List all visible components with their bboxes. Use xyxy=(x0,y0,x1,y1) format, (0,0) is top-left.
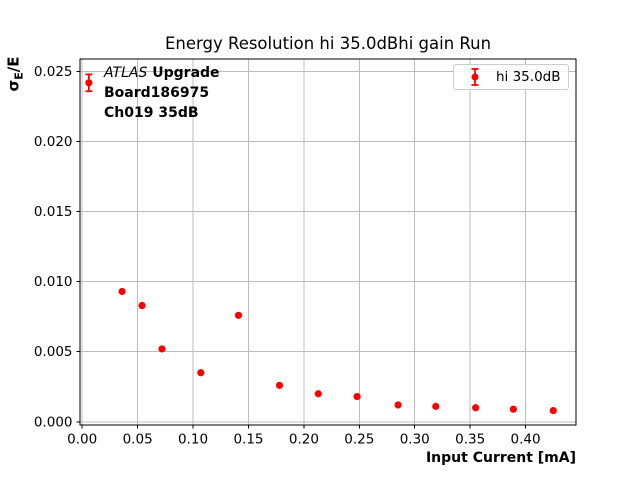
data-point xyxy=(509,405,517,413)
annotation-line-2: Board186975 xyxy=(104,85,210,101)
x-tick-label: 0.40 xyxy=(511,432,541,448)
data-point xyxy=(197,369,205,377)
data-point xyxy=(432,402,440,410)
axes-frame xyxy=(79,58,577,426)
annotation-line-1: ATLAS Upgrade xyxy=(104,63,220,83)
data-point xyxy=(353,392,361,401)
chart-title: Energy Resolution hi 35.0dBhi gain Run xyxy=(164,34,492,53)
x-tick-label: 0.25 xyxy=(344,432,374,448)
data-point xyxy=(85,79,93,87)
data-point xyxy=(234,311,243,319)
data-point xyxy=(472,404,480,412)
x-tick-label: 0.35 xyxy=(455,432,485,448)
x-axis-label: Input Current [mA] xyxy=(425,450,576,466)
y-tick-label: 0.005 xyxy=(34,344,73,360)
legend: hi 35.0dB xyxy=(453,64,569,90)
legend-errorbar-marker-icon xyxy=(471,68,479,86)
data-point xyxy=(394,401,402,409)
data-point xyxy=(275,381,284,389)
annotation-line-3: Ch019 35dB xyxy=(104,105,199,121)
annotation-atlas: ATLAS xyxy=(104,65,148,81)
x-tick-label: 0.30 xyxy=(400,432,430,448)
y-tick-label: 0.025 xyxy=(34,64,73,80)
x-tick-label: 0.10 xyxy=(178,432,208,448)
x-tick-label: 0.20 xyxy=(289,432,319,448)
data-point xyxy=(158,345,166,353)
x-tick-label: 0.00 xyxy=(67,432,97,448)
y-tick-label: 0.010 xyxy=(34,274,73,290)
y-tick-label: 0.000 xyxy=(34,414,73,430)
annotation-upgrade: Upgrade xyxy=(152,65,220,81)
legend-label: hi 35.0dB xyxy=(496,69,561,85)
y-tick-label: 0.020 xyxy=(34,134,73,150)
x-tick-label: 0.05 xyxy=(123,432,153,448)
data-point xyxy=(314,390,322,398)
y-tick-label: 0.015 xyxy=(34,204,73,220)
data-point xyxy=(549,406,557,415)
data-point xyxy=(138,301,146,310)
data-point xyxy=(118,287,126,296)
x-tick-label: 0.15 xyxy=(233,432,263,448)
annotation: ATLAS Upgrade Board186975 Ch019 35dB xyxy=(104,63,220,123)
